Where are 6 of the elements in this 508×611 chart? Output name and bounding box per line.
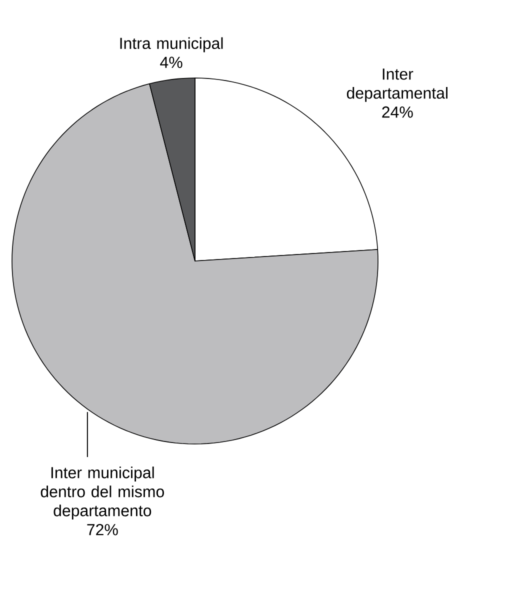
slice-label: Inter departamental bbox=[346, 68, 448, 102]
slice-label: Intra municipal bbox=[120, 37, 223, 52]
data-label: 24% bbox=[382, 106, 413, 118]
data-label: 4% bbox=[160, 56, 182, 68]
slice-label: Inter municipal dentro del mismo departamento bbox=[40, 466, 164, 520]
data-label: 72% bbox=[87, 524, 118, 536]
